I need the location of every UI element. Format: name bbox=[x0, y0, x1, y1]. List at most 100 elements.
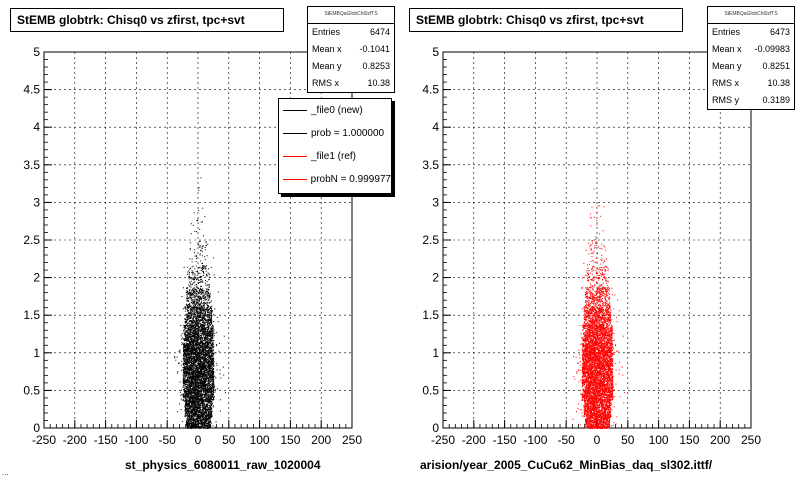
scatter-point bbox=[186, 392, 188, 394]
scatter-point bbox=[204, 390, 206, 392]
scatter-point bbox=[215, 362, 217, 364]
scatter-point bbox=[205, 416, 206, 418]
scatter-point bbox=[197, 401, 199, 402]
scatter-point bbox=[200, 359, 202, 361]
scatter-point bbox=[200, 373, 202, 375]
scatter-point bbox=[189, 393, 191, 395]
scatter-point bbox=[201, 397, 203, 399]
scatter-point bbox=[211, 367, 213, 368]
scatter-point bbox=[209, 356, 211, 358]
scatter-point bbox=[202, 343, 203, 345]
scatter-point bbox=[193, 385, 195, 387]
scatter-point bbox=[185, 359, 187, 361]
scatter-point bbox=[207, 414, 209, 416]
scatter-point bbox=[209, 391, 211, 393]
scatter-point bbox=[185, 391, 187, 393]
scatter-point bbox=[196, 414, 197, 415]
scatter-point bbox=[197, 359, 199, 361]
scatter-point bbox=[188, 386, 190, 388]
scatter-point bbox=[200, 415, 202, 417]
scatter-point bbox=[183, 352, 185, 354]
scatter-point bbox=[176, 356, 178, 358]
scatter-point bbox=[194, 386, 196, 388]
scatter-point bbox=[209, 401, 211, 403]
scatter-point bbox=[209, 362, 211, 364]
scatter-point bbox=[184, 382, 185, 384]
scatter-point bbox=[205, 339, 207, 341]
scatter-point bbox=[193, 421, 195, 423]
scatter-point bbox=[184, 390, 186, 391]
scatter-point bbox=[184, 393, 186, 395]
scatter-point bbox=[212, 396, 213, 398]
scatter-point bbox=[187, 423, 189, 424]
scatter-point bbox=[188, 352, 190, 354]
scatter-point bbox=[185, 406, 187, 408]
scatter-point bbox=[211, 399, 213, 401]
scatter-point bbox=[212, 390, 214, 392]
scatter-point bbox=[209, 371, 211, 373]
scatter-point bbox=[192, 399, 194, 401]
scatter-point bbox=[206, 348, 208, 349]
scatter-point bbox=[187, 365, 189, 367]
scatter-point bbox=[187, 370, 189, 372]
scatter-point bbox=[193, 348, 195, 350]
scatter-point bbox=[192, 365, 194, 367]
scatter-point bbox=[201, 347, 203, 349]
scatter-point bbox=[183, 377, 185, 379]
scatter-point bbox=[187, 356, 189, 358]
scatter-point bbox=[205, 377, 207, 379]
scatter-point bbox=[208, 380, 210, 382]
scatter-point bbox=[196, 397, 198, 399]
scatter-point bbox=[208, 390, 210, 392]
scatter-point bbox=[182, 394, 184, 396]
scatter-point bbox=[184, 377, 186, 379]
scatter-point bbox=[194, 423, 196, 425]
scatter-point bbox=[183, 382, 185, 384]
scatter-point bbox=[210, 422, 212, 424]
scatter-point bbox=[188, 416, 190, 418]
scatter-point bbox=[179, 403, 181, 405]
scatter-point bbox=[197, 345, 199, 347]
scatter-point bbox=[210, 384, 212, 386]
scatter-point bbox=[193, 375, 195, 377]
scatter-point bbox=[208, 418, 210, 420]
scatter-point bbox=[188, 426, 190, 428]
scatter-point bbox=[190, 395, 192, 397]
scatter-point bbox=[208, 362, 210, 363]
scatter-point bbox=[206, 414, 208, 416]
scatter-point bbox=[208, 352, 210, 354]
scatter-point bbox=[206, 423, 207, 425]
scatter-point bbox=[204, 377, 206, 379]
scatter-point bbox=[191, 360, 193, 362]
scatter-point bbox=[196, 392, 198, 394]
scatter-point bbox=[198, 339, 200, 341]
scatter-point bbox=[203, 349, 205, 351]
scatter-point bbox=[192, 346, 194, 348]
scatter-point bbox=[195, 388, 197, 390]
scatter-point bbox=[209, 411, 211, 413]
scatter-point bbox=[198, 411, 200, 413]
scatter-point bbox=[196, 344, 198, 346]
scatter-point bbox=[200, 389, 202, 390]
scatter-point bbox=[194, 375, 196, 377]
scatter-point bbox=[209, 408, 211, 410]
scatter-point bbox=[186, 401, 188, 403]
scatter-point bbox=[186, 335, 188, 336]
scatter-point bbox=[189, 368, 191, 369]
scatter-point bbox=[188, 349, 189, 351]
scatter-point bbox=[192, 347, 194, 349]
scatter-point bbox=[195, 354, 197, 356]
scatter-point bbox=[194, 413, 196, 415]
scatter-point bbox=[208, 351, 209, 353]
scatter-point bbox=[199, 414, 201, 416]
scatter-point bbox=[185, 327, 186, 329]
scatter-point bbox=[207, 411, 209, 413]
scatter-point bbox=[199, 389, 201, 391]
scatter-point bbox=[202, 346, 204, 348]
scatter-point bbox=[187, 399, 189, 401]
scatter-point bbox=[214, 375, 216, 377]
scatter-point bbox=[204, 369, 206, 371]
scatter-point bbox=[183, 427, 185, 429]
scatter-point bbox=[191, 413, 193, 415]
scatter-point bbox=[207, 354, 209, 356]
